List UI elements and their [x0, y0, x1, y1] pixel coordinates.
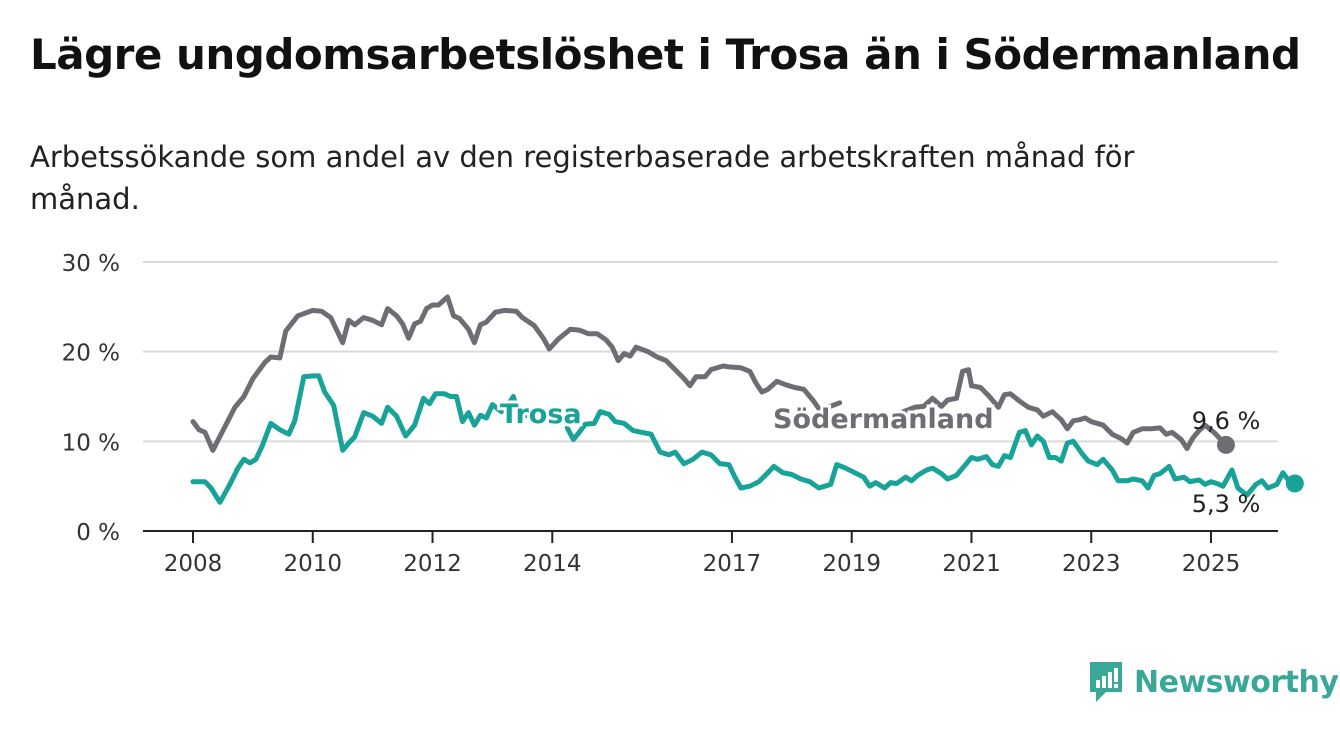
newsworthy-logo-icon [1090, 662, 1122, 702]
x-tick-label: 2017 [703, 551, 762, 577]
series-sodermanland-line [867, 367, 974, 431]
y-tick-label: 10 % [62, 430, 120, 456]
series-trosa-line [564, 409, 1298, 498]
x-tick-label: 2008 [164, 551, 223, 577]
series-sodermanland-line [190, 294, 843, 453]
end-value-label-trosa: 5,3 % [1192, 490, 1261, 518]
chart-subtitle: Arbetssökande som andel av den registerb… [30, 140, 1135, 216]
x-tick-label: 2010 [283, 551, 342, 577]
series-lines [190, 294, 1304, 505]
y-tick-label: 0 % [76, 520, 120, 546]
series-label-trosa: Trosa [500, 399, 582, 430]
x-tick-label: 2023 [1062, 551, 1121, 577]
x-tick-label: 2025 [1182, 551, 1241, 577]
x-tick-label: 2012 [403, 551, 462, 577]
end-value-label-sodermanland: 9,6 % [1192, 407, 1261, 435]
series-trosa-endpoint [1285, 474, 1304, 493]
brand-logo: Newsworthy [1088, 660, 1339, 704]
brand-name: Newsworthy [1134, 664, 1339, 700]
series-sodermanland-endpoint [1216, 435, 1235, 454]
y-tick-label: 20 % [62, 341, 120, 367]
x-tick-label: 2021 [942, 551, 1001, 577]
grid-lines [143, 261, 1278, 543]
series-label-sodermanland: Södermanland [773, 404, 994, 435]
x-tick-label: 2019 [822, 551, 881, 577]
x-tick-label: 2014 [523, 551, 582, 577]
y-tick-label: 30 % [62, 251, 120, 277]
chart-title: Lägre ungdomsarbetslöshet i Trosa än i S… [30, 30, 1301, 79]
series-sodermanland-line [969, 383, 1208, 451]
chart-labels: 0 % 10 % 20 % 30 % 2008 2010 2012 2014 2017 2019 2… [62, 251, 1261, 577]
series-trosa-line [190, 373, 531, 505]
